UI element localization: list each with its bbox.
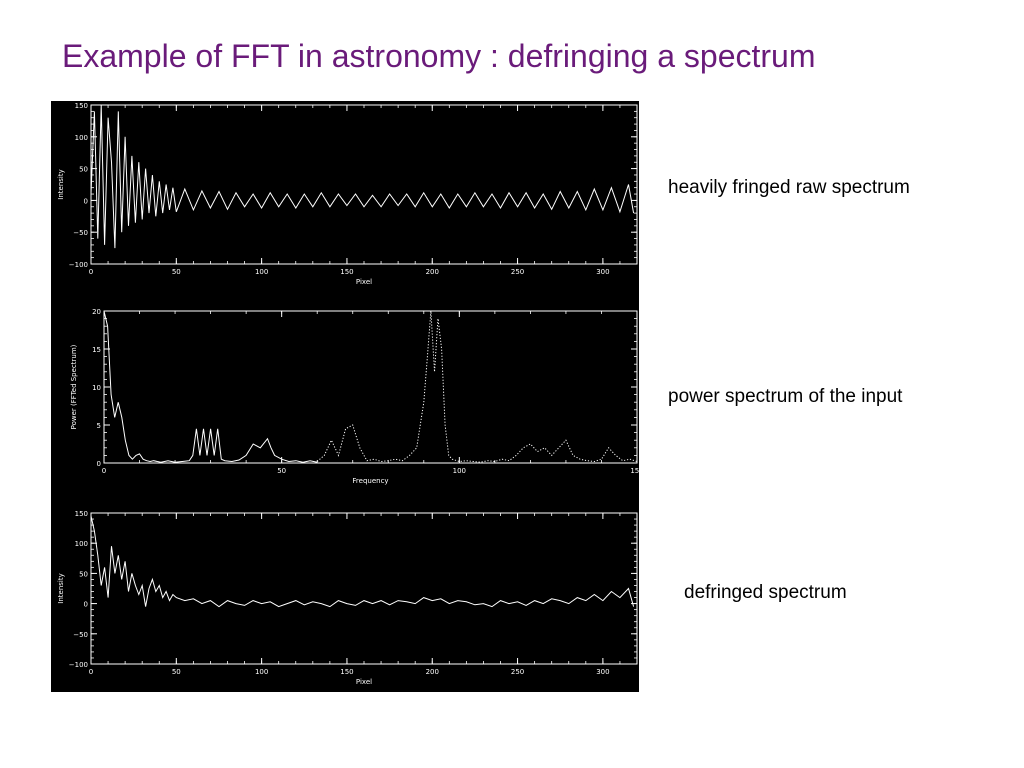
y-tick-label-3-0: −100 [69,661,88,669]
y-tick-label-3-2: 0 [84,601,88,609]
y-tick-label-1-4: 100 [75,134,88,142]
series-line-3-1 [91,515,635,608]
x-tick-label-3-6: 300 [596,668,609,676]
y-tick-label-3-1: −50 [73,631,88,639]
y-tick-label-2-2: 10 [92,384,101,392]
y-tick-label-2-4: 20 [92,308,101,316]
plot-frame-2 [103,310,638,464]
x-tick-label-3-5: 250 [511,668,524,676]
y-tick-label-2-1: 5 [97,422,101,430]
y-tick-label-3-3: 50 [79,570,88,578]
y-tick-label-3-5: 150 [75,510,88,518]
x-tick-label-3-4: 200 [426,668,439,676]
slide-title: Example of FFT in astronomy : defringing… [62,38,816,74]
x-tick-label-3-1: 50 [172,668,181,676]
y-tick-label-1-5: 150 [75,102,88,110]
y-axis-label-2: Power (FFTed Spectrum) [70,344,78,429]
x-axis-label-1: Pixel [356,278,372,286]
x-tick-label-1-2: 100 [255,268,268,276]
y-tick-label-3-4: 100 [75,540,88,548]
x-tick-label-2-2: 100 [453,467,466,475]
figure-panel: −100 −50 0 50 100 150 0 50 100 150 200 250 300 Pixel I… [51,101,639,692]
x-tick-label-2-3: 150 [630,467,639,475]
x-tick-label-2-0: 0 [102,467,106,475]
y-tick-label-2-3: 15 [92,346,101,354]
series-line-2-2 [316,311,637,463]
y-tick-label-1-0: −100 [69,261,88,269]
x-tick-label-1-4: 200 [426,268,439,276]
x-tick-label-3-0: 0 [89,668,93,676]
x-axis-label-2: Frequency [352,477,388,485]
x-tick-label-2-1: 50 [277,467,286,475]
y-tick-label-1-2: 0 [84,197,88,205]
y-axis-label-3: Intensity [57,573,65,603]
plot-frame-3 [90,512,638,665]
x-tick-label-1-0: 0 [89,268,93,276]
y-tick-label-1-3: 50 [79,166,88,174]
x-axis-label-3: Pixel [356,678,372,686]
caption-power-spectrum: power spectrum of the input [668,386,903,407]
y-tick-label-1-1: −50 [73,229,88,237]
x-tick-label-1-1: 50 [172,268,181,276]
x-tick-label-1-6: 300 [596,268,609,276]
plot-frame-1 [90,104,638,265]
x-tick-label-1-3: 150 [340,268,353,276]
series-line-1-1 [91,105,635,249]
caption-defringed-spectrum: defringed spectrum [684,582,847,603]
x-tick-label-1-5: 250 [511,268,524,276]
x-tick-label-3-3: 150 [340,668,353,676]
y-tick-label-2-0: 0 [97,460,101,468]
y-axis-label-1: Intensity [57,169,65,199]
caption-raw-spectrum: heavily fringed raw spectrum [668,177,910,198]
series-line-2-1 [104,311,318,463]
x-tick-label-3-2: 100 [255,668,268,676]
